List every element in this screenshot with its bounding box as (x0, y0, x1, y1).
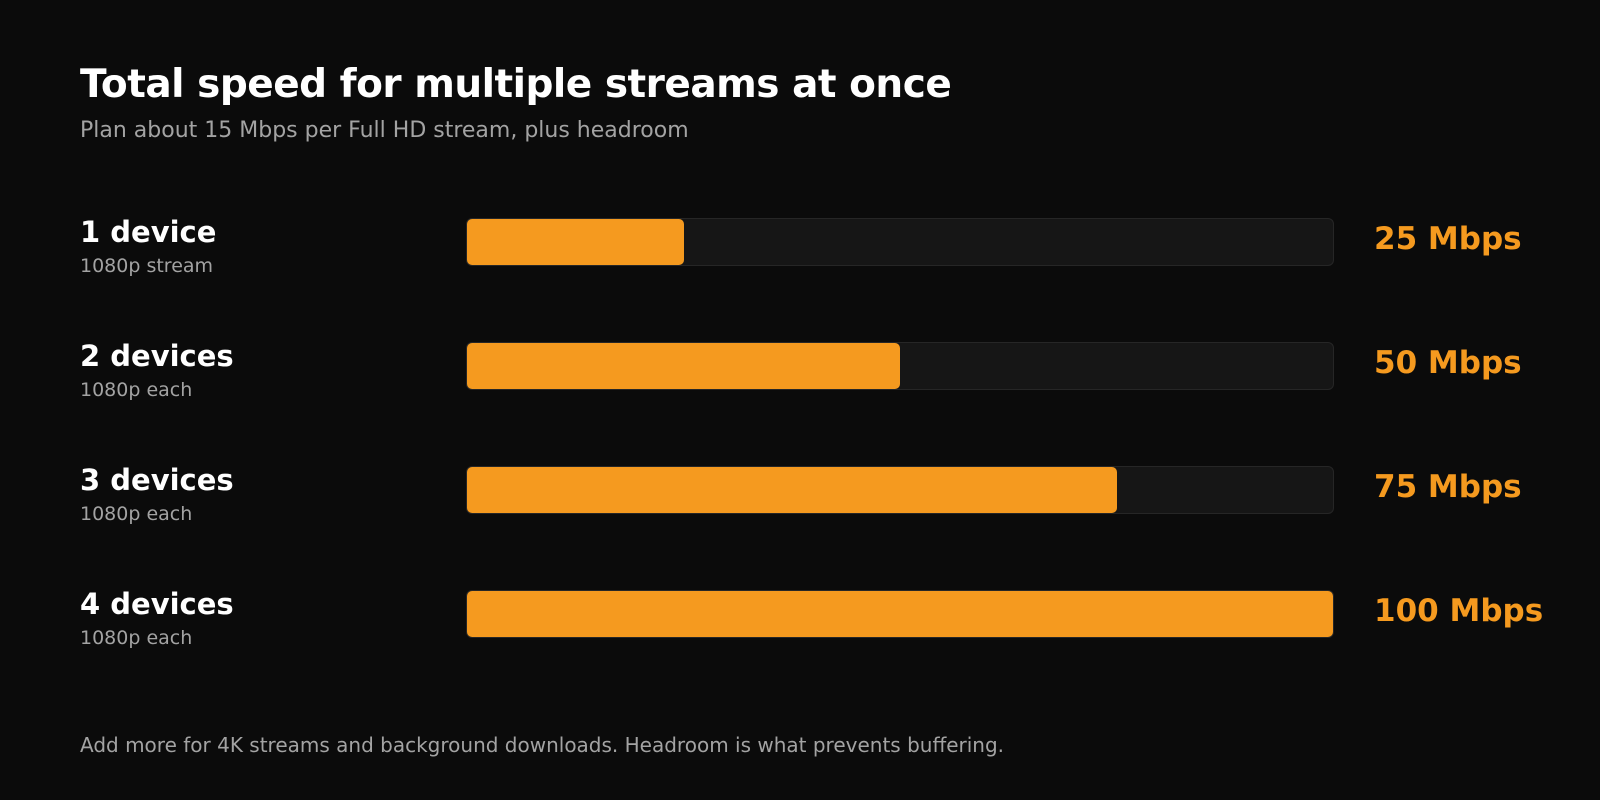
bar (467, 219, 684, 265)
bar-value-label: 75 Mbps (1374, 469, 1522, 505)
category-note: 1080p each (80, 379, 193, 401)
category-label: 3 devices (80, 463, 234, 497)
bar-track (466, 590, 1334, 638)
bar (467, 343, 900, 389)
bar-value-label: 25 Mbps (1374, 221, 1522, 257)
category-note: 1080p each (80, 627, 193, 649)
category-label: 1 device (80, 215, 217, 249)
chart-subtitle: Plan about 15 Mbps per Full HD stream, p… (80, 118, 689, 143)
bar-row: 4 devices 1080p each 100 Mbps (0, 587, 1600, 677)
category-note: 1080p each (80, 503, 193, 525)
category-note: 1080p stream (80, 255, 214, 277)
bar-row: 1 device 1080p stream 25 Mbps (0, 215, 1600, 305)
bar-value-label: 100 Mbps (1374, 593, 1544, 629)
bar-track (466, 218, 1334, 266)
bar-track (466, 342, 1334, 390)
chart-footnote: Add more for 4K streams and background d… (80, 733, 1005, 757)
category-label: 4 devices (80, 587, 234, 621)
bar-row: 3 devices 1080p each 75 Mbps (0, 463, 1600, 553)
bar-track (466, 466, 1334, 514)
bar (467, 467, 1117, 513)
category-label: 2 devices (80, 339, 234, 373)
bar (467, 591, 1333, 637)
chart-title: Total speed for multiple streams at once (80, 62, 952, 107)
bar-value-label: 50 Mbps (1374, 345, 1522, 381)
bar-row: 2 devices 1080p each 50 Mbps (0, 339, 1600, 429)
